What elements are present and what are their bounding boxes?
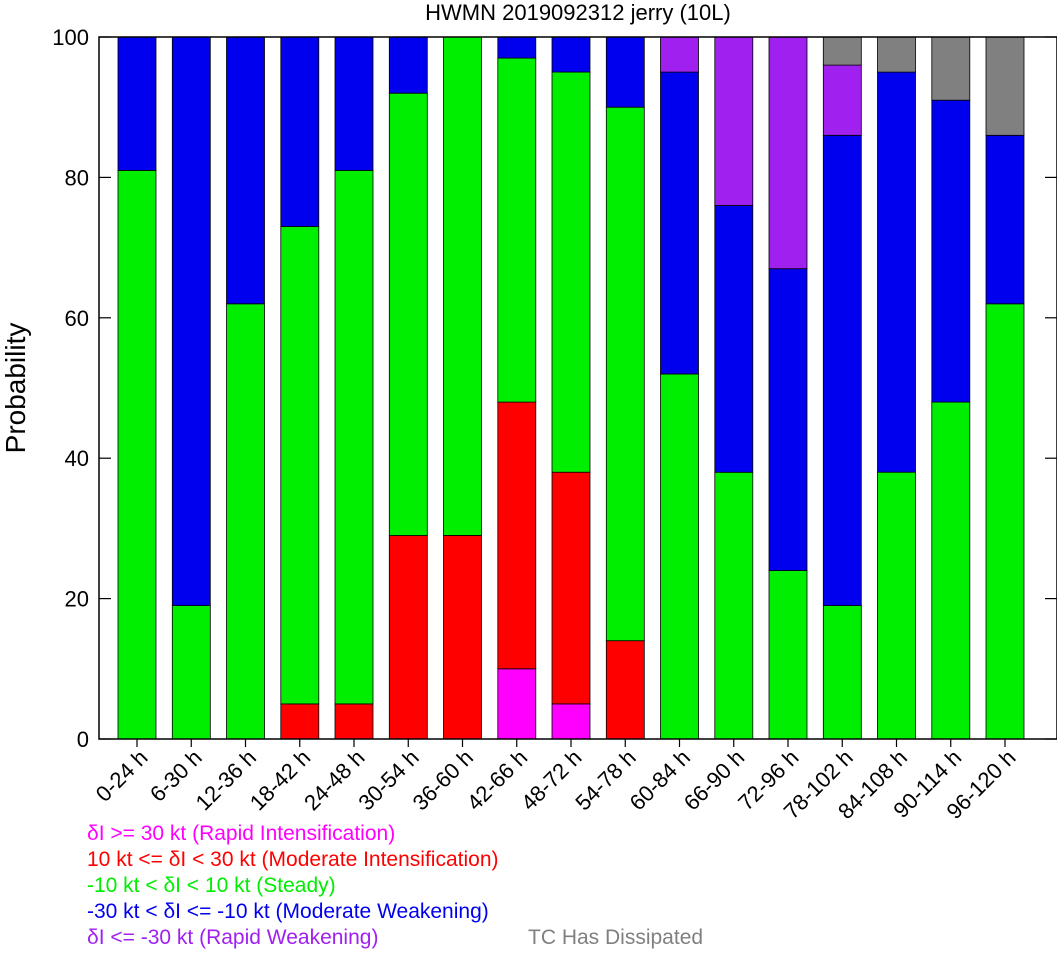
bar-segment <box>388 36 428 94</box>
bar-segment <box>660 71 699 375</box>
legend-dissipated: TC Has Dissipated <box>528 925 703 951</box>
bar-segment <box>171 605 211 740</box>
bar-segment <box>280 226 320 705</box>
legend-label: δI <= -30 kt (Rapid Weakening) <box>87 926 379 949</box>
legend-label: -10 kt < δI < 10 kt (Steady) <box>87 874 336 897</box>
bar-segment <box>388 535 428 740</box>
bar-segment <box>443 535 482 740</box>
bar-segment <box>768 36 808 270</box>
bar-segment <box>226 36 265 305</box>
bar-segment <box>497 57 537 403</box>
bar-segment <box>714 205 754 473</box>
bar-segment <box>171 36 211 606</box>
x-tick-label: 24-48 h <box>299 745 369 815</box>
y-tick-label: 20 <box>65 587 89 612</box>
bar-segment <box>985 303 1025 740</box>
bar-segment <box>226 303 265 740</box>
x-axis: 0-24 h6-30 h12-36 h18-42 h24-48 h30-54 h… <box>91 739 1021 824</box>
x-tick-label: 0-24 h <box>91 745 153 807</box>
bar-segment <box>334 169 374 705</box>
bar-segment <box>714 471 754 740</box>
x-tick-label: 60-84 h <box>625 745 695 815</box>
bar-segment <box>822 64 862 136</box>
bar-segment <box>497 401 537 670</box>
bar-segment <box>877 71 916 473</box>
legend-rapid-intensification: δI >= 30 kt (Rapid Intensification) <box>87 821 395 847</box>
bar-segment <box>551 471 591 705</box>
bar-segment <box>877 36 916 73</box>
y-tick-label: 40 <box>65 446 89 471</box>
bar-segment <box>877 471 916 740</box>
bar-segment <box>117 36 157 171</box>
bar-segment <box>931 99 971 403</box>
bar-segment <box>551 703 591 740</box>
x-tick-label: 30-54 h <box>353 745 423 815</box>
bar-segment <box>605 106 645 642</box>
bar-segment <box>497 668 537 740</box>
x-tick-label: 12-36 h <box>191 745 261 815</box>
bar-segment <box>822 605 862 740</box>
legend-rapid-weakening: δI <= -30 kt (Rapid Weakening) <box>87 925 378 951</box>
bar-segment <box>768 570 808 740</box>
y-axis-label: Probability <box>0 323 31 454</box>
bar-segment <box>334 36 374 171</box>
bar-segment <box>660 36 699 73</box>
bar-segment <box>985 134 1025 305</box>
legend-label: 10 kt <= δI < 30 kt (Moderate Intensific… <box>87 848 499 871</box>
legend-label: δI >= 30 kt (Rapid Intensification) <box>87 822 396 845</box>
legend-moderate-intensification: 10 kt <= δI < 30 kt (Moderate Intensific… <box>87 847 499 873</box>
y-tick-label: 0 <box>77 727 89 752</box>
bars-group <box>117 36 1025 740</box>
y-tick-label: 100 <box>52 25 89 50</box>
bar-segment <box>117 169 157 740</box>
bar-segment <box>551 71 591 473</box>
bar-segment <box>605 640 645 740</box>
plot-frame <box>98 36 1057 740</box>
legend-label: TC Has Dissipated <box>528 926 704 949</box>
bar-segment <box>605 36 645 108</box>
x-tick-label: 18-42 h <box>245 745 315 815</box>
bar-segment <box>497 36 537 59</box>
x-tick-label: 36-60 h <box>408 745 478 815</box>
bar-segment <box>768 268 808 572</box>
y-tick-label: 60 <box>65 306 89 331</box>
x-tick-label: 48-72 h <box>516 745 586 815</box>
bar-segment <box>443 36 482 536</box>
bar-segment <box>985 36 1025 136</box>
bar-segment <box>388 92 428 536</box>
y-axis: 0 20 40 60 80 100 <box>52 25 1057 752</box>
bar-segment <box>714 36 754 206</box>
bar-segment <box>551 36 591 73</box>
chart-title: HWMN 2019092312 jerry (10L) <box>425 0 731 25</box>
bar-segment <box>280 36 320 227</box>
bar-segment <box>660 373 699 740</box>
bar-segment <box>822 36 862 66</box>
bar-segment <box>931 36 971 101</box>
x-tick-label: 42-66 h <box>462 745 532 815</box>
x-tick-label: 66-90 h <box>679 745 749 815</box>
legend-moderate-weakening: -30 kt < δI <= -10 kt (Moderate Weakenin… <box>87 899 489 925</box>
x-tick-label: 54-78 h <box>570 745 640 815</box>
y-tick-label: 80 <box>65 165 89 190</box>
legend-steady: -10 kt < δI < 10 kt (Steady) <box>87 873 336 899</box>
bar-segment <box>931 401 971 740</box>
bar-segment <box>334 703 374 740</box>
bar-segment <box>822 134 862 606</box>
bar-segment <box>280 703 320 740</box>
legend-label: -30 kt < δI <= -10 kt (Moderate Weakenin… <box>87 900 489 923</box>
